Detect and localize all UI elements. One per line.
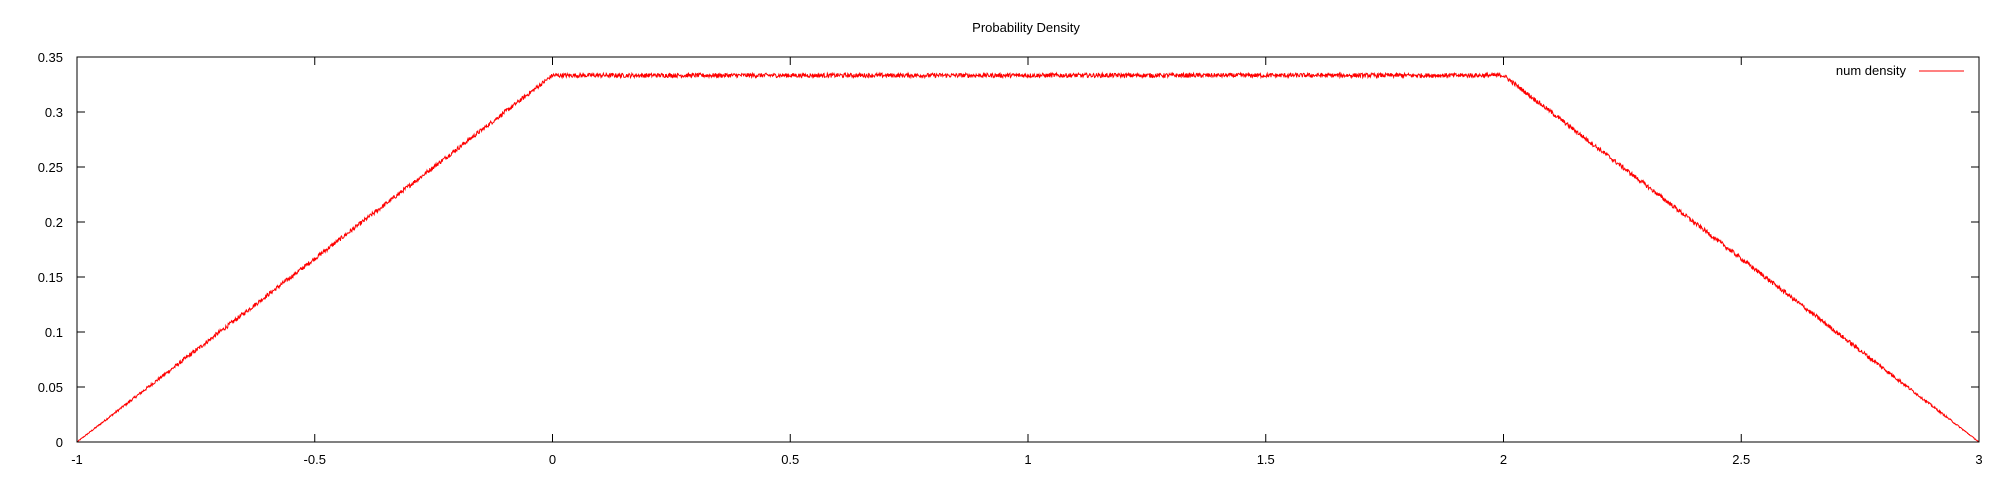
y-tick-label: 0.2 bbox=[45, 215, 63, 230]
y-tick-label: 0.25 bbox=[38, 160, 63, 175]
x-axis-ticks: -1 -0.5 0 0.5 1 1.5 2 2.5 3 bbox=[71, 57, 1983, 467]
y-tick-label: 0.15 bbox=[38, 270, 63, 285]
series-layer bbox=[76, 71, 1980, 443]
legend-label: num density bbox=[1836, 63, 1907, 78]
x-tick-label: 1 bbox=[1024, 452, 1031, 467]
legend: num density bbox=[1836, 63, 1964, 78]
y-tick-label: 0.3 bbox=[45, 105, 63, 120]
series-line-num-density bbox=[76, 71, 1980, 443]
y-tick-label: 0.35 bbox=[38, 50, 63, 65]
x-tick-label: 2.5 bbox=[1732, 452, 1750, 467]
x-tick-label: 0 bbox=[549, 452, 556, 467]
plot-frame bbox=[76, 56, 1980, 443]
x-tick-label: 1.5 bbox=[1257, 452, 1275, 467]
y-tick-label: 0.05 bbox=[38, 380, 63, 395]
y-tick-label: 0.1 bbox=[45, 325, 63, 340]
x-tick-label: 3 bbox=[1975, 452, 1982, 467]
chart-title: Probability Density bbox=[972, 20, 1080, 35]
x-tick-label: 2 bbox=[1500, 452, 1507, 467]
y-tick-label: 0 bbox=[56, 435, 63, 450]
x-tick-label: -1 bbox=[71, 452, 83, 467]
y-axis-ticks: 0 0.05 0.1 0.15 0.2 0.25 0.3 0.35 bbox=[38, 50, 1979, 450]
x-tick-label: -0.5 bbox=[304, 452, 326, 467]
x-tick-label: 0.5 bbox=[781, 452, 799, 467]
